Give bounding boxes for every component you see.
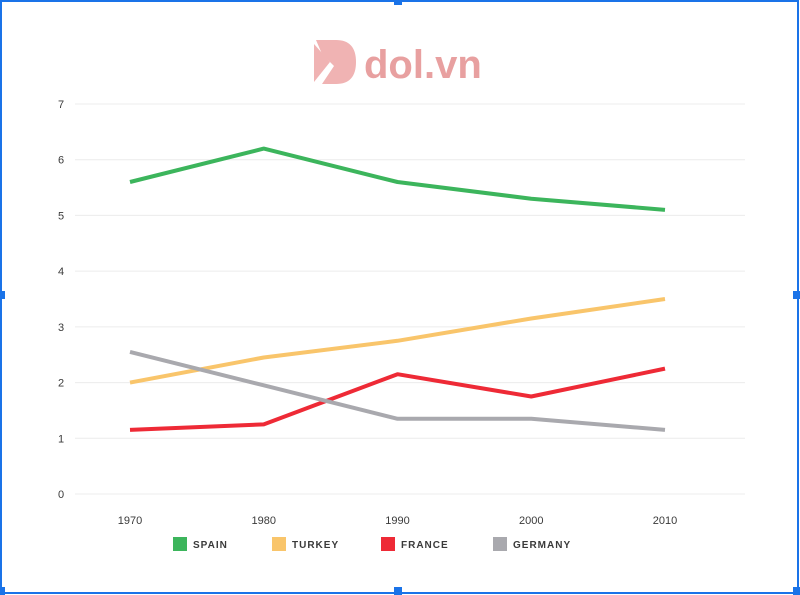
series-line-germany xyxy=(129,349,666,432)
y-tick-label: 3 xyxy=(58,322,64,334)
legend-label: TURKEY xyxy=(292,540,339,551)
x-tick-label: 1970 xyxy=(118,515,142,527)
legend-label: FRANCE xyxy=(401,540,449,551)
legend-item-france: FRANCE xyxy=(381,537,449,551)
series-line-turkey xyxy=(129,297,666,385)
x-tick-label: 2000 xyxy=(519,515,543,527)
watermark-logo: dol.vn xyxy=(314,40,482,87)
resize-handle-left[interactable] xyxy=(0,291,5,299)
x-axis: 1970 1980 1990 2000 2010 xyxy=(118,515,677,527)
legend-swatch xyxy=(381,537,395,551)
series-lines xyxy=(129,146,666,432)
series-line-spain xyxy=(129,146,666,212)
y-tick-label: 7 xyxy=(58,99,64,111)
y-tick-label: 6 xyxy=(58,155,64,167)
resize-handle-right[interactable] xyxy=(793,291,800,299)
legend-swatch xyxy=(272,537,286,551)
x-tick-label: 2010 xyxy=(653,515,677,527)
y-tick-label: 4 xyxy=(58,266,64,278)
x-tick-label: 1990 xyxy=(385,515,409,527)
series-line-france xyxy=(129,366,666,432)
legend-label: SPAIN xyxy=(193,540,228,551)
legend-label: GERMANY xyxy=(513,540,571,551)
y-tick-label: 2 xyxy=(58,378,64,390)
y-tick-label: 5 xyxy=(58,210,64,222)
resize-handle-bottom-left[interactable] xyxy=(0,587,5,595)
x-tick-label: 1980 xyxy=(252,515,276,527)
legend-item-germany: GERMANY xyxy=(493,537,571,551)
dol-logo-icon xyxy=(314,40,356,84)
y-tick-label: 1 xyxy=(58,433,64,445)
y-axis: 0 1 2 3 4 5 6 7 xyxy=(58,99,64,501)
legend-swatch xyxy=(173,537,187,551)
legend: SPAIN TURKEY FRANCE GERMANY xyxy=(173,537,571,551)
legend-item-spain: SPAIN xyxy=(173,537,228,551)
y-tick-label: 0 xyxy=(58,489,64,501)
grid xyxy=(75,103,745,495)
resize-handle-top[interactable] xyxy=(394,0,402,5)
legend-item-turkey: TURKEY xyxy=(272,537,339,551)
resize-handle-bottom[interactable] xyxy=(394,587,402,595)
resize-handle-bottom-right[interactable] xyxy=(793,587,800,595)
watermark-text: dol.vn xyxy=(364,43,482,87)
legend-swatch xyxy=(493,537,507,551)
